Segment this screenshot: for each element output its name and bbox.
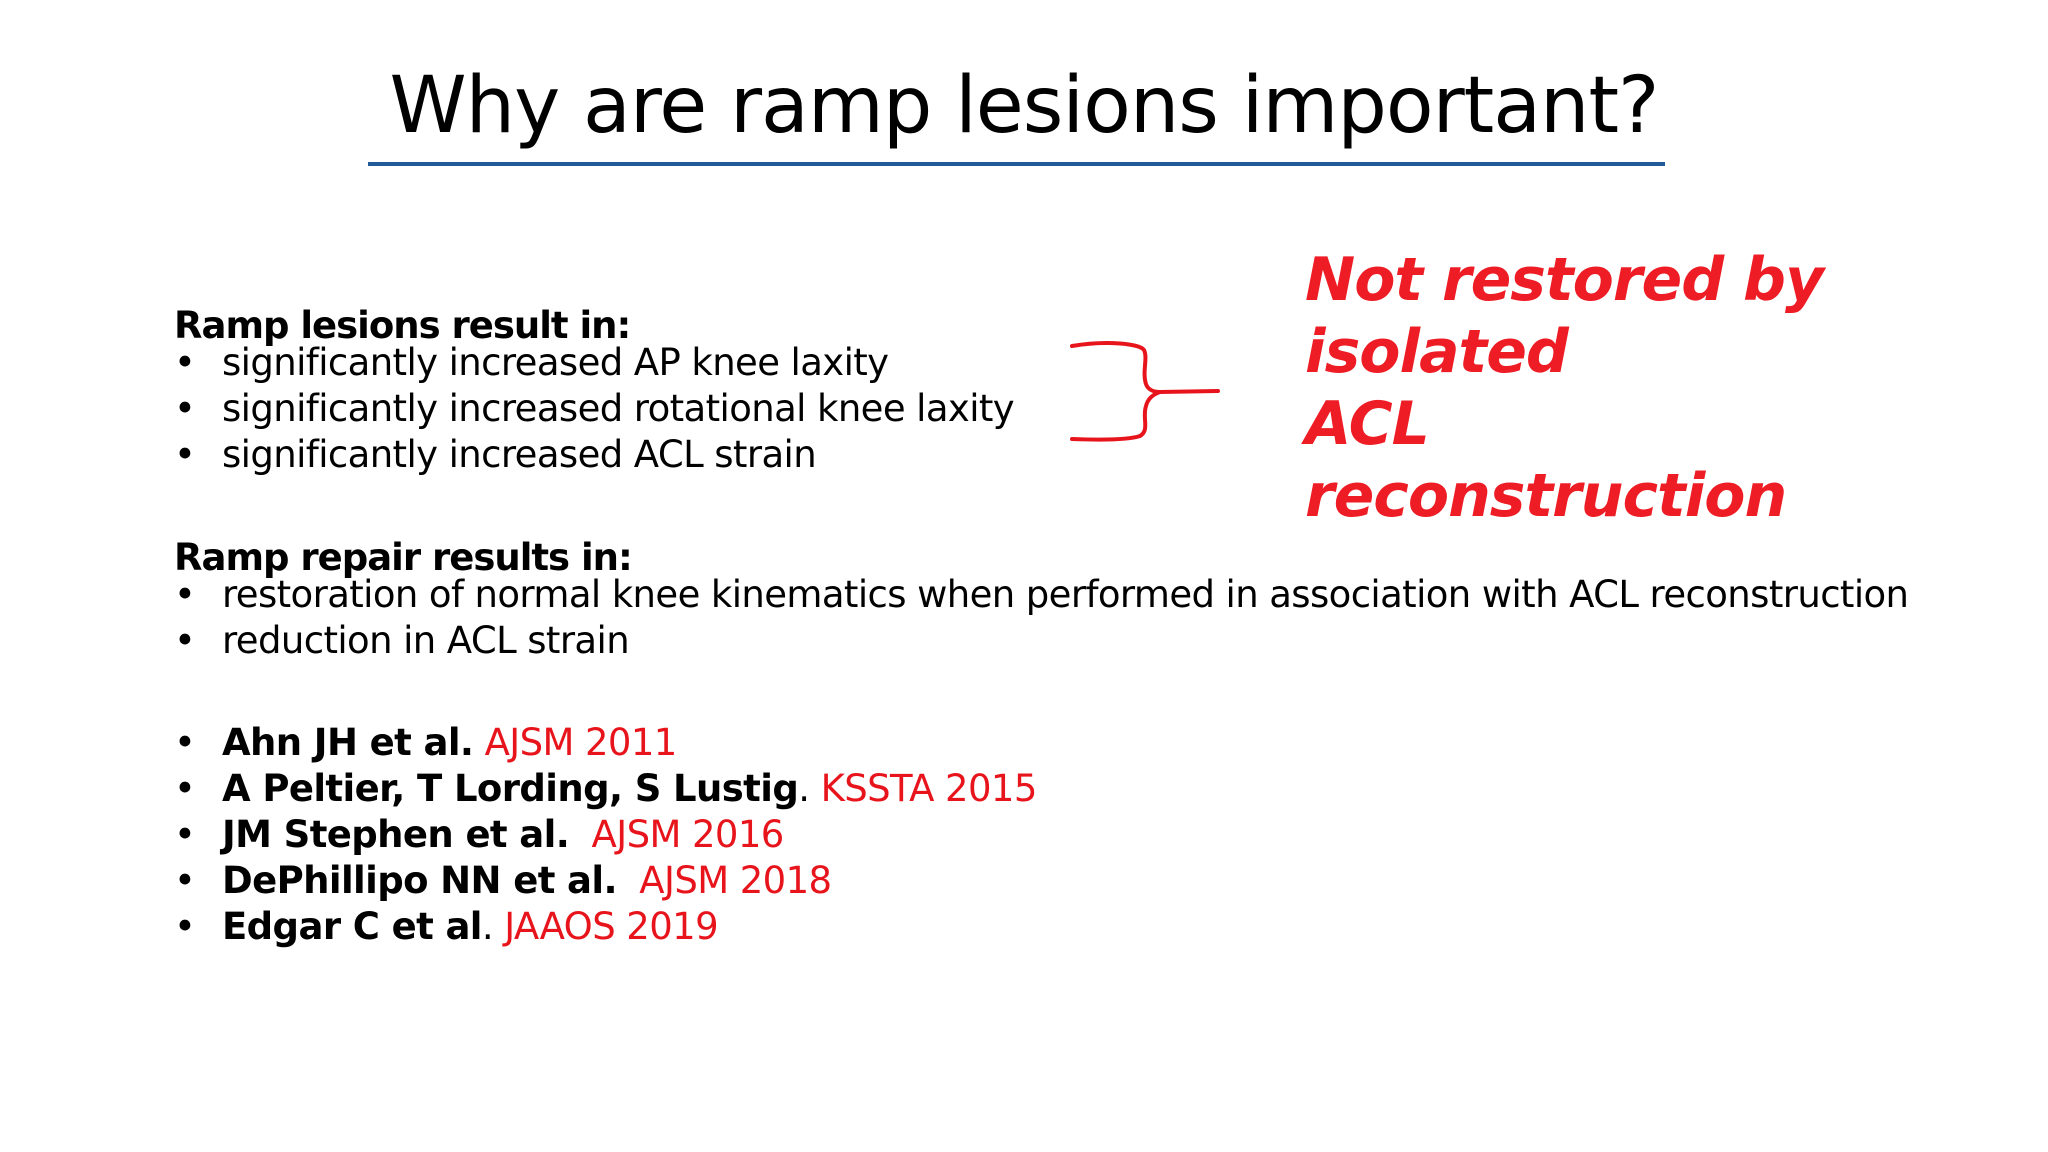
references-section: • Ahn JH et al. AJSM 2011 • A Peltier, T L…	[174, 720, 1037, 950]
reference-author: A Peltier, T Lording, S Lustig	[222, 767, 799, 810]
repair-heading: Ramp repair results in:	[174, 536, 633, 579]
bullet-icon: •	[174, 767, 196, 810]
list-item-text: significantly increased ACL strain	[222, 433, 817, 476]
reference-journal: AJSM 2018	[639, 859, 832, 902]
title-underline	[368, 162, 1665, 166]
reference-author: DePhillipo NN et al.	[222, 859, 618, 902]
bullet-icon: •	[174, 573, 196, 616]
repair-list: • restoration of normal knee kinematics w…	[174, 572, 1909, 664]
reference-separator: .	[798, 767, 821, 810]
reference-item: • Ahn JH et al. AJSM 2011	[174, 720, 1037, 766]
callout-line: Not restored by	[1305, 245, 1824, 315]
reference-separator	[473, 721, 484, 764]
bullet-icon: •	[174, 859, 196, 902]
reference-item: • A Peltier, T Lording, S Lustig. KSSTA 2…	[174, 766, 1037, 812]
bullet-icon: •	[174, 721, 196, 764]
reference-item: • DePhillipo NN et al. AJSM 2018	[174, 858, 1037, 904]
list-item: • restoration of normal knee kinematics w…	[174, 572, 1909, 618]
list-item-text: significantly increased rotational knee …	[222, 387, 1015, 430]
slide-title: Why are ramp lesions important?	[389, 61, 1660, 151]
bullet-icon: •	[174, 341, 196, 384]
reference-author: Edgar C et al	[222, 905, 482, 948]
lesions-section: Ramp lesions result in: • significantly i…	[174, 304, 1015, 478]
callout-text: Not restored by isolated ACL reconstruct…	[1305, 244, 2005, 532]
repair-section: Ramp repair results in: • restoration of …	[174, 536, 1909, 664]
reference-separator	[569, 813, 591, 856]
lesions-list: • significantly increased AP knee laxity …	[174, 340, 1015, 478]
bullet-icon: •	[174, 905, 196, 948]
bullet-icon: •	[174, 387, 196, 430]
lesions-heading: Ramp lesions result in:	[174, 304, 631, 347]
bullet-icon: •	[174, 433, 196, 476]
reference-separator	[617, 859, 639, 902]
list-item-text: significantly increased AP knee laxity	[222, 341, 889, 384]
list-item: • significantly increased rotational knee…	[174, 386, 1015, 432]
references-list: • Ahn JH et al. AJSM 2011 • A Peltier, T L…	[174, 720, 1037, 950]
callout-line: ACL	[1305, 389, 1430, 459]
reference-item: • Edgar C et al. JAAOS 2019	[174, 904, 1037, 950]
reference-journal: AJSM 2011	[484, 721, 678, 764]
reference-journal: AJSM 2016	[591, 813, 785, 856]
handdrawn-brace-icon	[1070, 341, 1220, 442]
bullet-icon: •	[174, 619, 196, 662]
callout-line: reconstruction	[1305, 461, 1787, 531]
list-item: • significantly increased ACL strain	[174, 432, 1014, 478]
reference-item: • JM Stephen et al. AJSM 2016	[174, 812, 1037, 858]
list-item: • significantly increased AP knee laxity	[174, 340, 1014, 386]
callout-line: isolated	[1305, 317, 1569, 387]
bullet-icon: •	[174, 813, 196, 856]
reference-author: JM Stephen et al.	[222, 813, 570, 856]
list-item-text: reduction in ACL strain	[222, 619, 630, 662]
list-item: • reduction in ACL strain	[174, 618, 1908, 664]
reference-author: Ahn JH et al.	[222, 721, 474, 764]
reference-journal: KSSTA 2015	[820, 767, 1038, 810]
list-item-text: restoration of normal knee kinematics wh…	[222, 573, 1909, 616]
reference-journal: JAAOS 2019	[504, 905, 719, 948]
reference-separator: .	[481, 905, 505, 948]
